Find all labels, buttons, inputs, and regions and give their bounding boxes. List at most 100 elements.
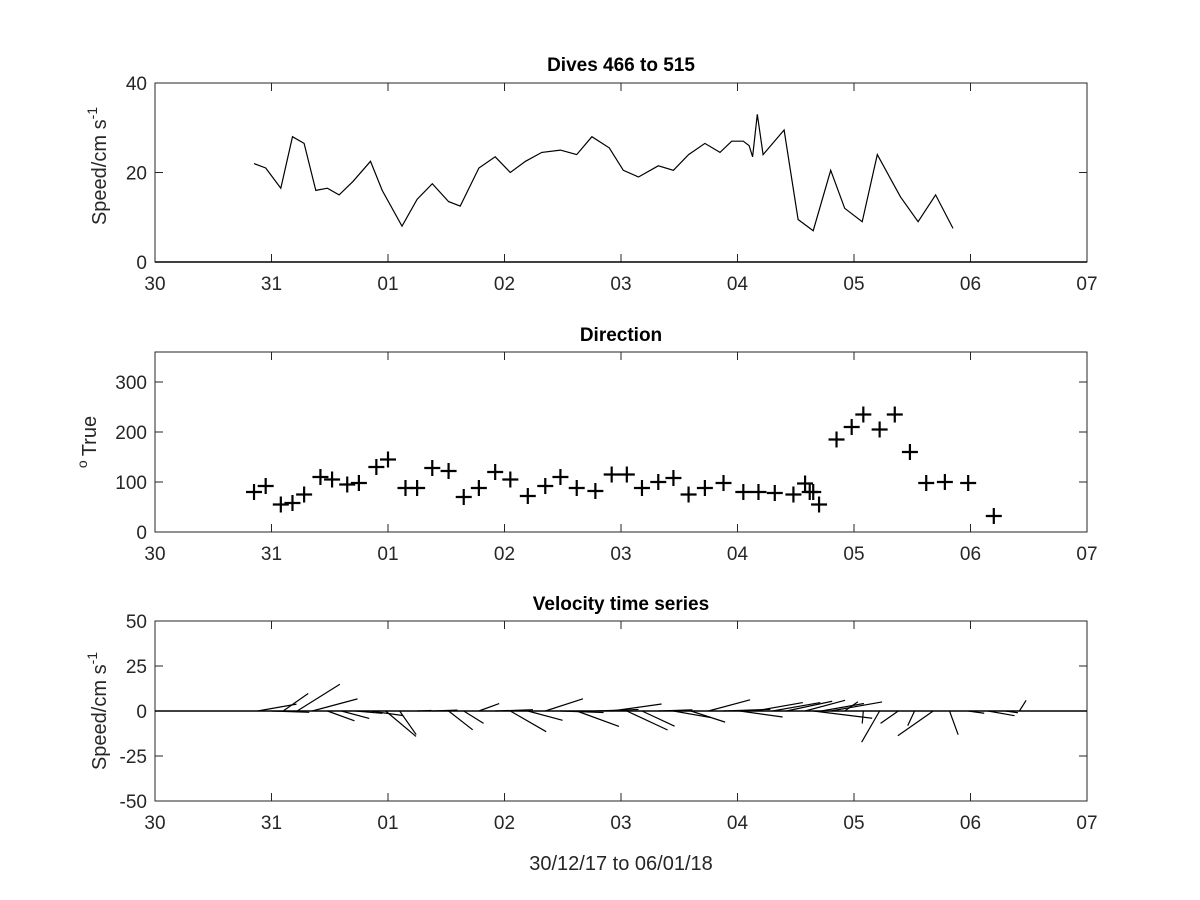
panel-direction-ytick-label: 100 (115, 473, 147, 494)
panel-direction-point (665, 470, 682, 486)
panel-velocity-xtick-label: 07 (1076, 813, 1097, 834)
panel-direction-point (855, 406, 872, 423)
panel-velocity-stick (641, 710, 675, 727)
panel-direction-point (284, 495, 301, 511)
panel-velocity-stick (527, 710, 563, 721)
panel-direction-point (424, 460, 441, 476)
svg-text:Speed/cm s-1: Speed/cm s-1 (84, 652, 111, 770)
panel-velocity-stick (463, 710, 484, 724)
panel-velocity-stick (626, 710, 668, 731)
panel-direction-xtick-label: 31 (261, 544, 282, 565)
panel-direction-point (537, 478, 554, 494)
panel-direction-point (680, 486, 697, 503)
panel-speed-xtick-label: 07 (1076, 274, 1097, 295)
panel-speed-xtick-label: 04 (727, 274, 749, 295)
panel-direction-point (368, 459, 385, 475)
panel-direction-point (568, 480, 585, 496)
panel-velocity-ylabel-superscript: -1 (84, 652, 100, 665)
panel-speed-ylabel-text: Speed/cm s (89, 119, 111, 225)
panel-velocity-stick (510, 710, 547, 733)
panel-direction-point (440, 463, 457, 479)
panel-velocity-stick (968, 710, 985, 714)
panel-velocity-stick (370, 710, 403, 717)
panel-velocity-xtick-label: 30 (144, 813, 165, 834)
panel-direction-point (455, 489, 472, 505)
panel-speed-xtick-label: 03 (610, 274, 631, 295)
panel-direction-ytick-label: 300 (115, 373, 147, 394)
panel-velocity-stick (772, 701, 821, 712)
panel-velocity-xtick-label: 06 (960, 813, 981, 834)
panel-direction-point (766, 485, 783, 501)
panel-velocity-stick (673, 710, 711, 719)
panel-direction-point (936, 474, 953, 490)
panel-direction-point (312, 469, 329, 485)
panel-velocity-xtick-label: 02 (494, 813, 515, 834)
panel-velocity-ytick-label: 50 (126, 612, 147, 633)
panel-speed-series-line (253, 114, 954, 232)
svg-text:oTrue: o True (74, 416, 101, 468)
panel-direction-point (797, 475, 814, 492)
panel-direction-point (618, 466, 635, 483)
panel-direction-point (918, 475, 935, 491)
panel-velocity-stick (690, 710, 726, 723)
panel-velocity-stick (432, 709, 458, 712)
panel-speed-title: Dives 466 to 515 (547, 55, 695, 76)
panel-velocity-stick (844, 701, 859, 712)
panel-direction-xtick-label: 05 (843, 544, 864, 565)
panel-velocity-stick (341, 710, 370, 720)
panel-direction-xtick-label: 01 (377, 544, 398, 565)
panel-direction-xtick-label: 04 (727, 544, 749, 565)
panel-direction-point (409, 480, 426, 496)
panel-velocity-ytick-label: -25 (120, 747, 147, 768)
panel-velocity-xtick-label: 01 (377, 813, 398, 834)
panel-speed-ytick-label: 20 (126, 164, 147, 185)
panel-direction-ytick-label: 200 (115, 423, 147, 444)
panel-velocity-stick (478, 703, 500, 712)
panel-velocity-title: Velocity time series (533, 594, 709, 615)
panel-speed-xtick-label: 01 (377, 274, 398, 295)
panel-speed-ytick-label: 0 (136, 253, 147, 274)
panel-velocity-stick (385, 710, 417, 737)
panel-velocity-stick (786, 700, 833, 712)
panel-velocity-stick (296, 683, 341, 712)
panel-direction-ytick-label: 0 (136, 523, 147, 544)
panel-velocity-xtick-label: 05 (843, 813, 864, 834)
panel-velocity-stick (576, 710, 620, 727)
panel-velocity-stick (830, 701, 883, 712)
panel-direction-point (696, 480, 713, 496)
panel-velocity-stick (560, 710, 604, 714)
panel-direction-xtick-label: 30 (144, 544, 165, 565)
panel-direction-point (502, 471, 519, 488)
panel-direction-ylabel-text: True (79, 416, 101, 456)
panel-direction: Direction o True 30 31 01 02 03 04 05 06 07 0 100 20… (74, 325, 1098, 565)
figure-xlabel: 30/12/17 to 06/01/18 (529, 853, 713, 875)
panel-velocity-stick (708, 699, 751, 712)
panel-direction-xtick-label: 07 (1076, 544, 1097, 565)
panel-velocity-ylabel-text: Speed/cm s (89, 664, 111, 770)
panel-direction-point (296, 486, 313, 503)
panel-velocity-stick (880, 710, 899, 724)
panel-velocity-stick (417, 709, 432, 712)
panel-direction-point (871, 421, 888, 438)
panel-direction-point (828, 431, 845, 448)
panel-velocity-stick (611, 703, 662, 712)
panel-velocity-stick (545, 698, 584, 712)
panel-velocity-stick (448, 710, 474, 731)
panel-direction-point (339, 476, 356, 493)
panel-velocity-ytick-label: -50 (120, 792, 147, 813)
panel-speed-xtick-label: 31 (261, 274, 282, 295)
panel-velocity-stick (1005, 710, 1019, 714)
panel-velocity-stick (739, 710, 783, 718)
panel-velocity-stick (257, 703, 297, 712)
panel-speed-xtick-label: 06 (960, 274, 981, 295)
panel-speed-xtick-label: 05 (843, 274, 864, 295)
panel-speed-ytick-label: 40 (126, 74, 147, 95)
panel-direction-axes-frame (154, 351, 1088, 533)
panel-direction-point (272, 496, 289, 513)
panel-velocity-ytick-label: 0 (136, 702, 147, 723)
panel-direction-point (519, 488, 536, 504)
panel-velocity-stick (861, 710, 864, 724)
panel-velocity-stick (495, 709, 533, 712)
panel-direction-point (603, 466, 620, 483)
panel-direction-xtick-label: 03 (610, 544, 631, 565)
